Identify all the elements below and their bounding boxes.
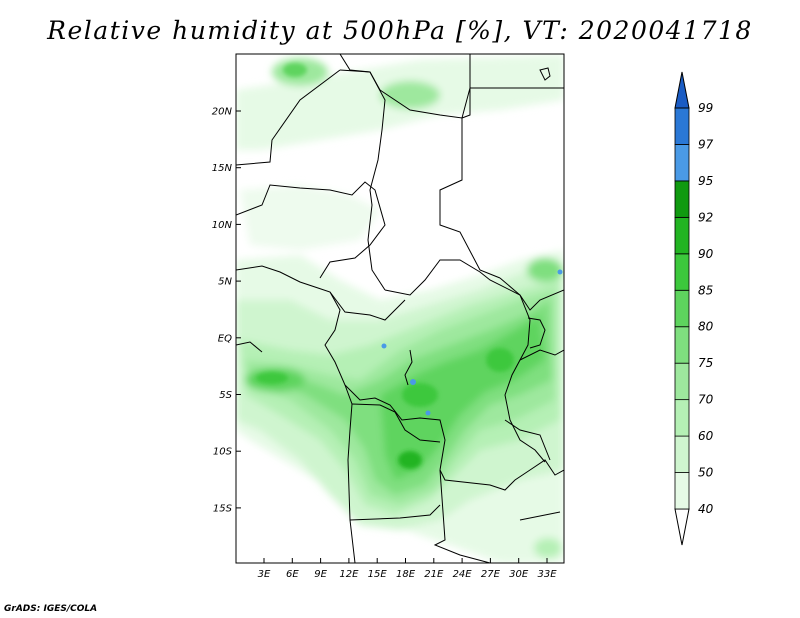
lat-tick-label: EQ — [218, 333, 232, 344]
colorbar-upper-triangle — [674, 71, 690, 109]
humidity-core-north — [283, 63, 307, 77]
colorbar-segment — [674, 472, 690, 510]
humidity-field — [236, 54, 564, 563]
lat-tick-label: 10N — [212, 220, 233, 231]
lon-tick-label: 9E — [314, 569, 327, 580]
colorbar-label: 95 — [698, 174, 713, 188]
lon-tick-label: 15E — [368, 569, 388, 580]
saturation-spot — [557, 269, 563, 275]
country-boundaries — [236, 54, 564, 563]
colorbar-lower-triangle — [674, 508, 690, 546]
colorbar-label: 50 — [698, 466, 714, 480]
saturation-spot — [410, 379, 416, 385]
lon-tick-label: 30E — [509, 569, 529, 580]
longitude-axis: 3E 6E 9E 12E 15E 18E 21E 24E 27E 30E 33E — [258, 558, 557, 580]
saturation-spot — [381, 343, 387, 349]
colorbar-segment — [674, 180, 690, 218]
lat-tick-label: 15S — [213, 503, 233, 514]
lat-tick-label: 20N — [212, 107, 233, 118]
lat-tick-label: 10S — [213, 447, 233, 458]
lat-tick-label: 5S — [219, 390, 232, 401]
colorbar-segment — [674, 144, 690, 182]
colorbar-label: 97 — [698, 137, 714, 151]
colorbar-label: 92 — [698, 210, 713, 224]
map-frame — [235, 53, 565, 564]
humidity-region-90-south — [534, 538, 562, 558]
colorbar-segment — [674, 399, 690, 437]
colorbar-label: 75 — [698, 356, 713, 370]
lon-tick-label: 3E — [258, 569, 271, 580]
colorbar-label: 60 — [698, 429, 714, 443]
colorbar-segment — [674, 435, 690, 473]
lon-tick-label: 12E — [339, 569, 359, 580]
colorbar-segment — [674, 326, 690, 364]
humidity-core-west — [256, 372, 288, 384]
humidity-core-lakes — [486, 348, 514, 372]
humidity-core-southeast — [398, 451, 422, 469]
colorbar-label: 85 — [698, 283, 713, 297]
colorbar-label: 70 — [698, 393, 714, 407]
footer-credit: GrADS: IGES/COLA — [4, 604, 98, 614]
map-title: Relative humidity at 500hPa [%], VT: 202… — [47, 16, 753, 45]
lat-tick-label: 5N — [218, 277, 232, 288]
humidity-region-light-sahel — [240, 185, 380, 250]
lon-tick-label: 18E — [396, 569, 416, 580]
lon-tick-label: 27E — [481, 569, 501, 580]
colorbar: 40 50 60 70 75 80 85 90 92 95 97 99 — [674, 71, 714, 546]
humidity-region-90-east — [527, 258, 563, 282]
colorbar-segment — [674, 253, 690, 291]
colorbar-segment — [674, 362, 690, 401]
colorbar-label: 90 — [698, 247, 714, 261]
colorbar-label: 40 — [698, 502, 714, 516]
lon-tick-label: 33E — [537, 569, 557, 580]
colorbar-label: 99 — [698, 101, 713, 115]
latitude-axis: 20N 15N 10N 5N EQ 5S 10S 15S — [212, 107, 241, 514]
humidity-core-congo — [402, 383, 438, 407]
colorbar-label: 80 — [698, 320, 714, 334]
colorbar-segment — [674, 107, 690, 145]
lon-tick-label: 24E — [453, 569, 473, 580]
lon-tick-label: 6E — [286, 569, 299, 580]
humidity-region-90-nile — [380, 81, 440, 109]
colorbar-segment — [674, 289, 690, 328]
colorbar-segment — [674, 216, 690, 255]
lon-tick-label: 21E — [424, 569, 444, 580]
lat-tick-label: 15N — [212, 163, 233, 174]
saturation-spot — [425, 410, 431, 416]
